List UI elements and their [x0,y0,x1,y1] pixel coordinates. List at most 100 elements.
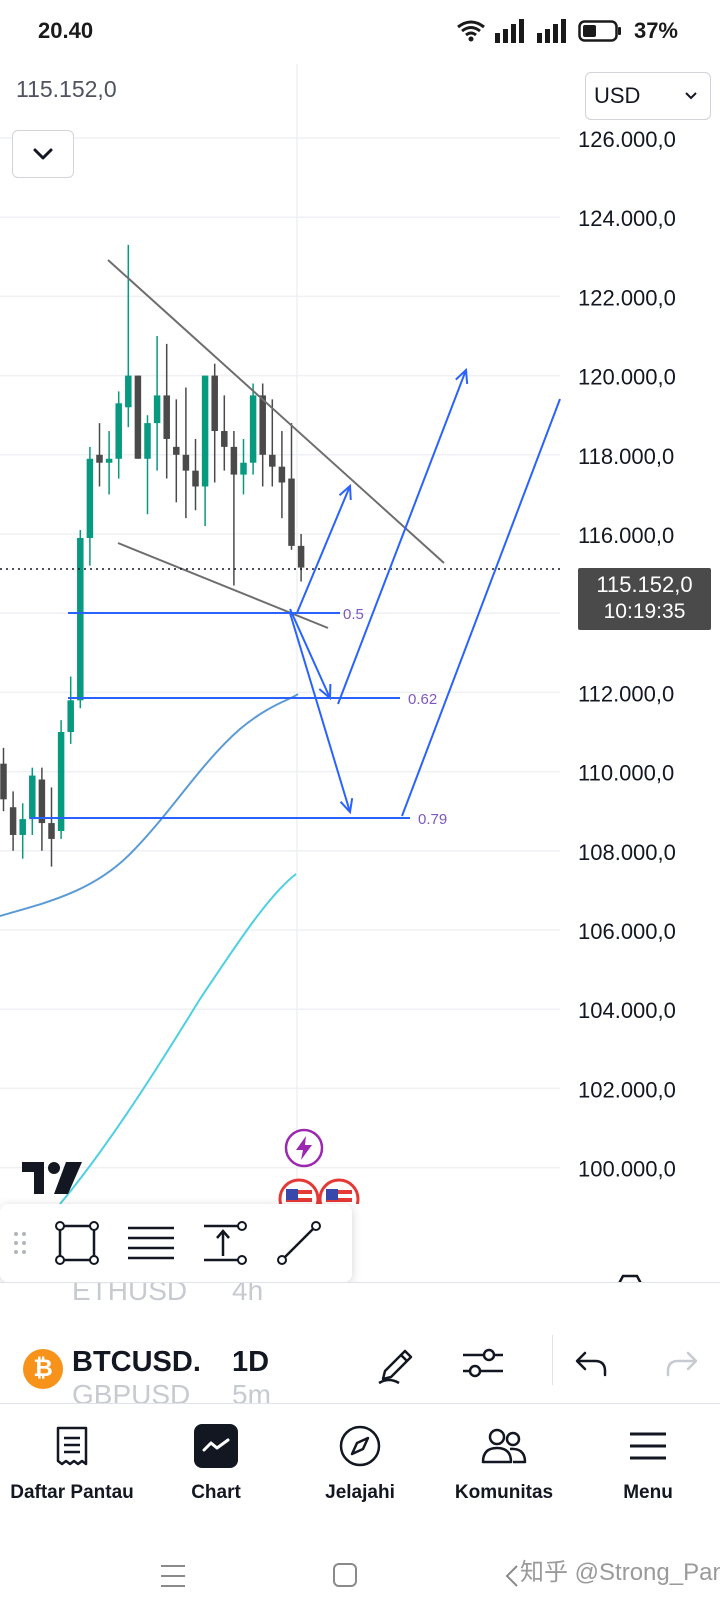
fib-level-label: 0.5 [343,606,364,623]
watermark: 知乎 @Strong_Pan [520,1559,720,1586]
wifi-icon [457,20,485,42]
rectangle-icon [55,1221,99,1265]
candle-body [297,545,305,568]
price-axis-label: 126.000,0 [578,127,676,152]
menu-icon [624,1422,672,1470]
bar-countdown: 10:19:35 [603,600,686,623]
flash-icon[interactable] [284,1128,324,1168]
scenario-arrow-head [455,367,469,385]
trendline-tool-button[interactable] [262,1213,336,1273]
candle-body [269,454,276,467]
moving-average-line-2 [59,873,297,1204]
scenario-line [401,398,561,817]
interval-selector[interactable]: 1D [232,1346,270,1378]
scenario-arrow [289,608,331,699]
price-axis-label: 118.000,0 [578,444,674,469]
community-icon [480,1422,528,1470]
price-axis-label: 102.000,0 [578,1077,676,1102]
nav-label-explore: Jelajahi [325,1482,395,1503]
back-icon[interactable] [504,1564,520,1588]
nav-community[interactable]: Komunitas [432,1404,576,1522]
price-axis-label: 110.000,0 [578,761,674,786]
candle-body [86,458,94,538]
bottom-navigation: Daftar Pantau Chart Jelajahi [0,1404,720,1522]
candle-body [259,395,266,455]
price-chart[interactable]: 126.000,0 124.000,0 122.000,0 120.000,0 118.… [0,64,720,1204]
candle-body [240,462,247,475]
scenario-arrow [296,485,351,614]
candle-body [144,423,151,459]
nav-label-watchlist: Daftar Pantau [10,1482,134,1503]
price-axis-label: 112.000,0 [578,681,674,706]
price-range-icon [204,1221,247,1265]
rectangle-tool-button[interactable] [40,1213,114,1273]
price-axis-label: 108.000,0 [578,840,676,865]
home-icon[interactable] [332,1562,358,1588]
drag-handle[interactable] [0,1213,40,1273]
price-range-tool-button[interactable] [188,1213,262,1273]
indicators-button[interactable] [458,1338,508,1388]
currency-select[interactable]: USD [585,72,711,120]
system-navigation-bar [0,1522,720,1612]
symbol-selector[interactable]: BTCUSD. [72,1346,201,1378]
moving-average-line [0,693,299,917]
candle-body [0,763,7,800]
chevron-down-icon [685,92,697,100]
trendline-icon [277,1221,321,1265]
candle-body [211,375,218,432]
candle-body [115,403,122,459]
drawing-mode-button[interactable] [372,1338,422,1388]
pencil-icon [378,1349,413,1385]
candle-body [278,466,286,483]
candle-body [67,700,74,732]
us-flag-icon[interactable] [278,1178,320,1204]
us-flag-icon-2[interactable] [318,1178,360,1204]
ghost-interval-prev: 4h [232,1282,264,1306]
scenario-arrow-head [339,798,354,815]
nav-chart[interactable]: Chart [144,1404,288,1522]
fib-retracement-tool-button[interactable] [114,1213,188,1273]
nav-watchlist[interactable]: Daftar Pantau [0,1404,144,1522]
nav-label-community: Komunitas [454,1482,554,1503]
last-price-label: 115.152,0 [16,76,117,102]
ghost-symbol-prev: ETHUSD [72,1282,188,1306]
chevron-down-icon [33,148,53,160]
current-price: 115.152,0 [596,572,693,597]
redo-icon [666,1351,698,1377]
candle-body [182,454,190,471]
status-time: 20.40 [38,18,94,43]
watchlist-icon [48,1422,96,1470]
fib-level-label: 0.62 [408,691,437,708]
candle-body [105,458,113,463]
bitcoin-icon: ₿ [23,1349,63,1389]
candle-body [163,395,170,439]
signal-icon [494,19,524,43]
candle-body [192,470,199,487]
battery-icon [578,20,621,42]
candle-body [48,823,55,839]
redo-button[interactable] [662,1338,702,1388]
drawing-toolbar [0,1204,352,1282]
chart-area[interactable]: 126.000,0 124.000,0 122.000,0 120.000,0 118.… [0,64,720,1204]
price-axis-label: 104.000,0 [578,998,676,1023]
recent-apps-icon[interactable] [160,1564,186,1588]
candle-body [288,478,295,546]
collapse-legend-button[interactable] [12,130,74,178]
nav-label-chart: Chart [191,1482,241,1503]
nav-explore[interactable]: Jelajahi [288,1404,432,1522]
tradingview-logo [22,1162,82,1194]
row-separator [552,1335,553,1385]
candle-body [201,375,209,487]
nav-menu[interactable]: Menu [576,1404,720,1522]
candle-body [134,375,142,459]
candle-body [38,779,46,824]
undo-button[interactable] [566,1338,616,1388]
price-axis-label: 116.000,0 [578,523,674,548]
signal-icon-2 [536,19,566,43]
candle-body [77,537,84,701]
sliders-icon [463,1348,503,1378]
ghost-symbol-next: GBPUSD [72,1379,191,1404]
candle-body [221,431,228,447]
price-axis-label: 106.000,0 [578,919,676,944]
compass-icon [336,1422,384,1470]
